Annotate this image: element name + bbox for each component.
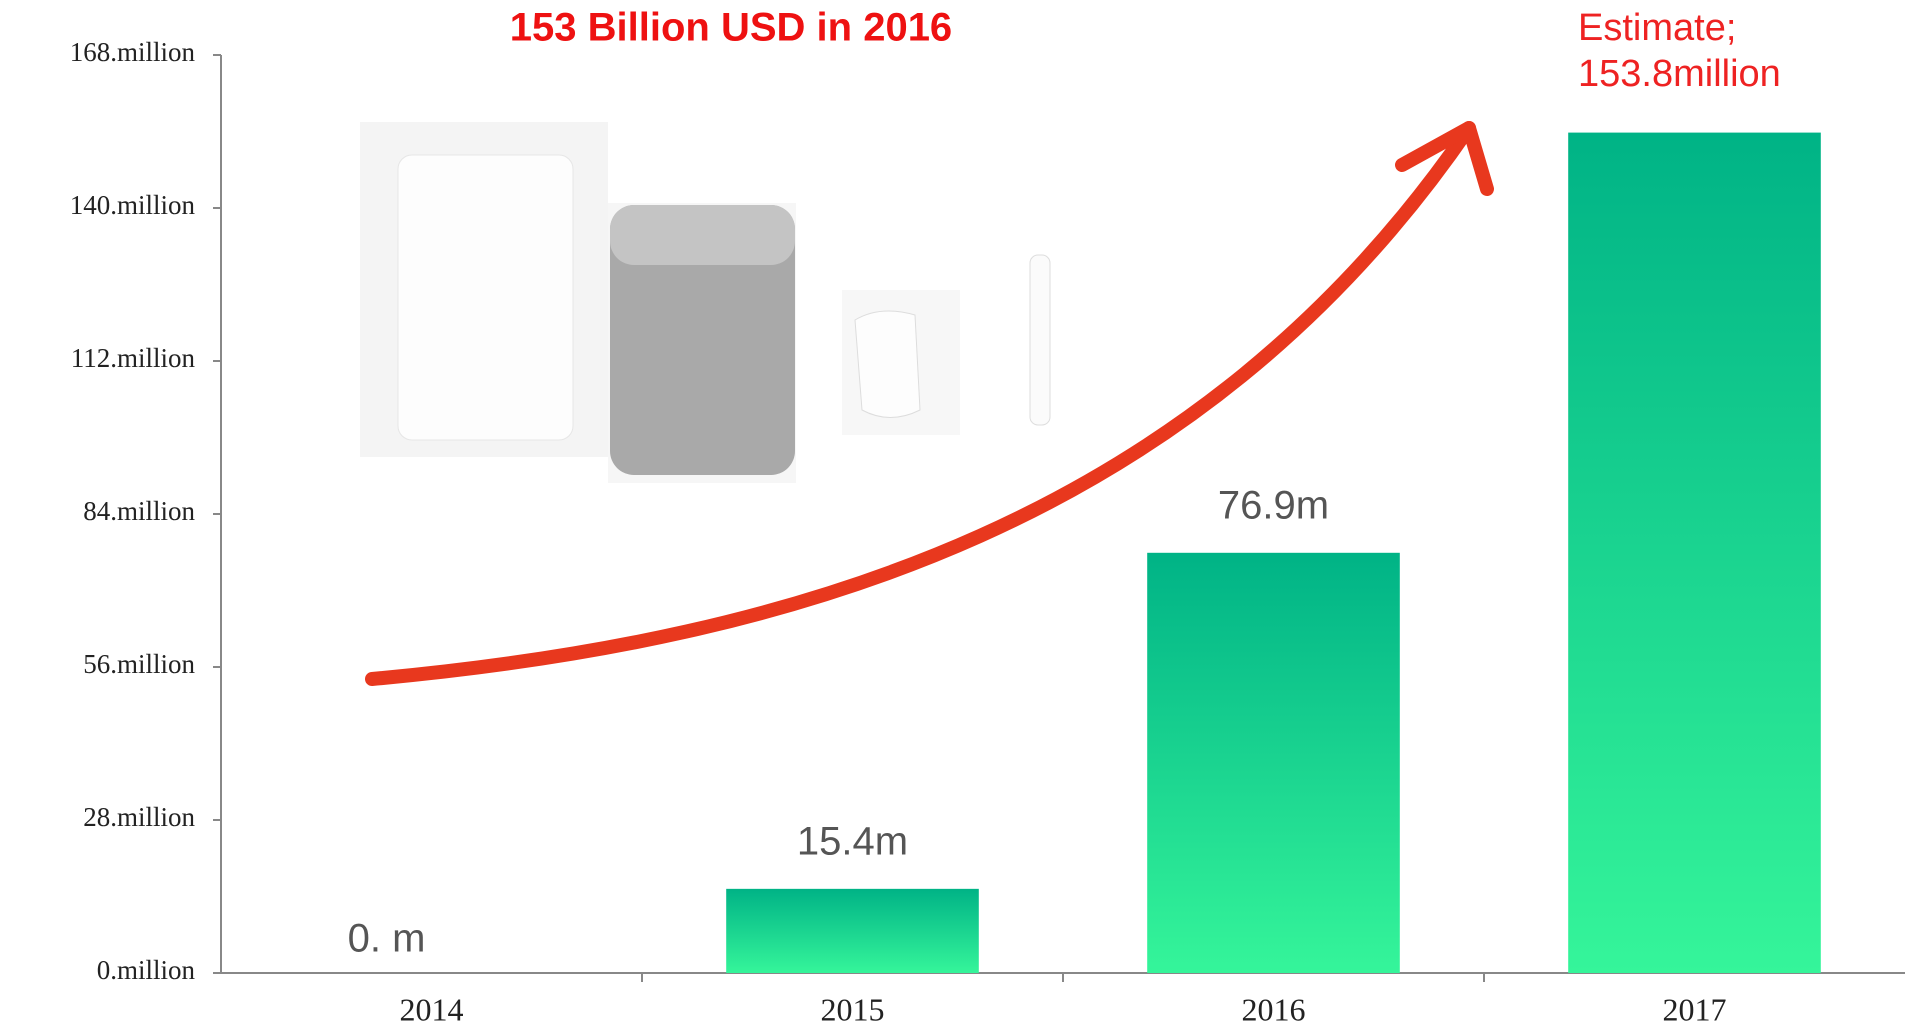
- y-tick-label: 112.million: [71, 343, 196, 373]
- value-label: 15.4m: [797, 819, 908, 863]
- annotation: Estimate;: [1578, 7, 1736, 49]
- y-tick-label: 84.million: [83, 496, 195, 526]
- y-tick-label: 0.million: [97, 955, 196, 985]
- y-tick-label: 168.million: [70, 37, 196, 67]
- chart: 153 Billion USD in 2016 Estimate; 0.mill…: [0, 0, 1911, 1031]
- chart-title: 153 Billion USD in 2016: [510, 6, 952, 50]
- y-tick-label: 56.million: [83, 649, 195, 679]
- value-label: 0. m: [348, 917, 426, 961]
- product-image: [360, 122, 1050, 483]
- x-tick-label: 2015: [821, 991, 885, 1027]
- bar: [726, 889, 979, 973]
- value-label: 153.8million: [1578, 53, 1781, 95]
- x-tick-label: 2017: [1663, 991, 1727, 1027]
- x-tick-label: 2014: [400, 991, 464, 1027]
- value-label: 76.9m: [1218, 483, 1329, 527]
- page: {"chart_data": {"type": "bar", "title": …: [0, 0, 1911, 1031]
- y-tick-label: 140.million: [70, 190, 196, 220]
- y-tick-label: 28.million: [83, 802, 195, 832]
- bar: [1147, 553, 1400, 973]
- bar: [1568, 133, 1821, 973]
- x-tick-label: 2016: [1242, 991, 1306, 1027]
